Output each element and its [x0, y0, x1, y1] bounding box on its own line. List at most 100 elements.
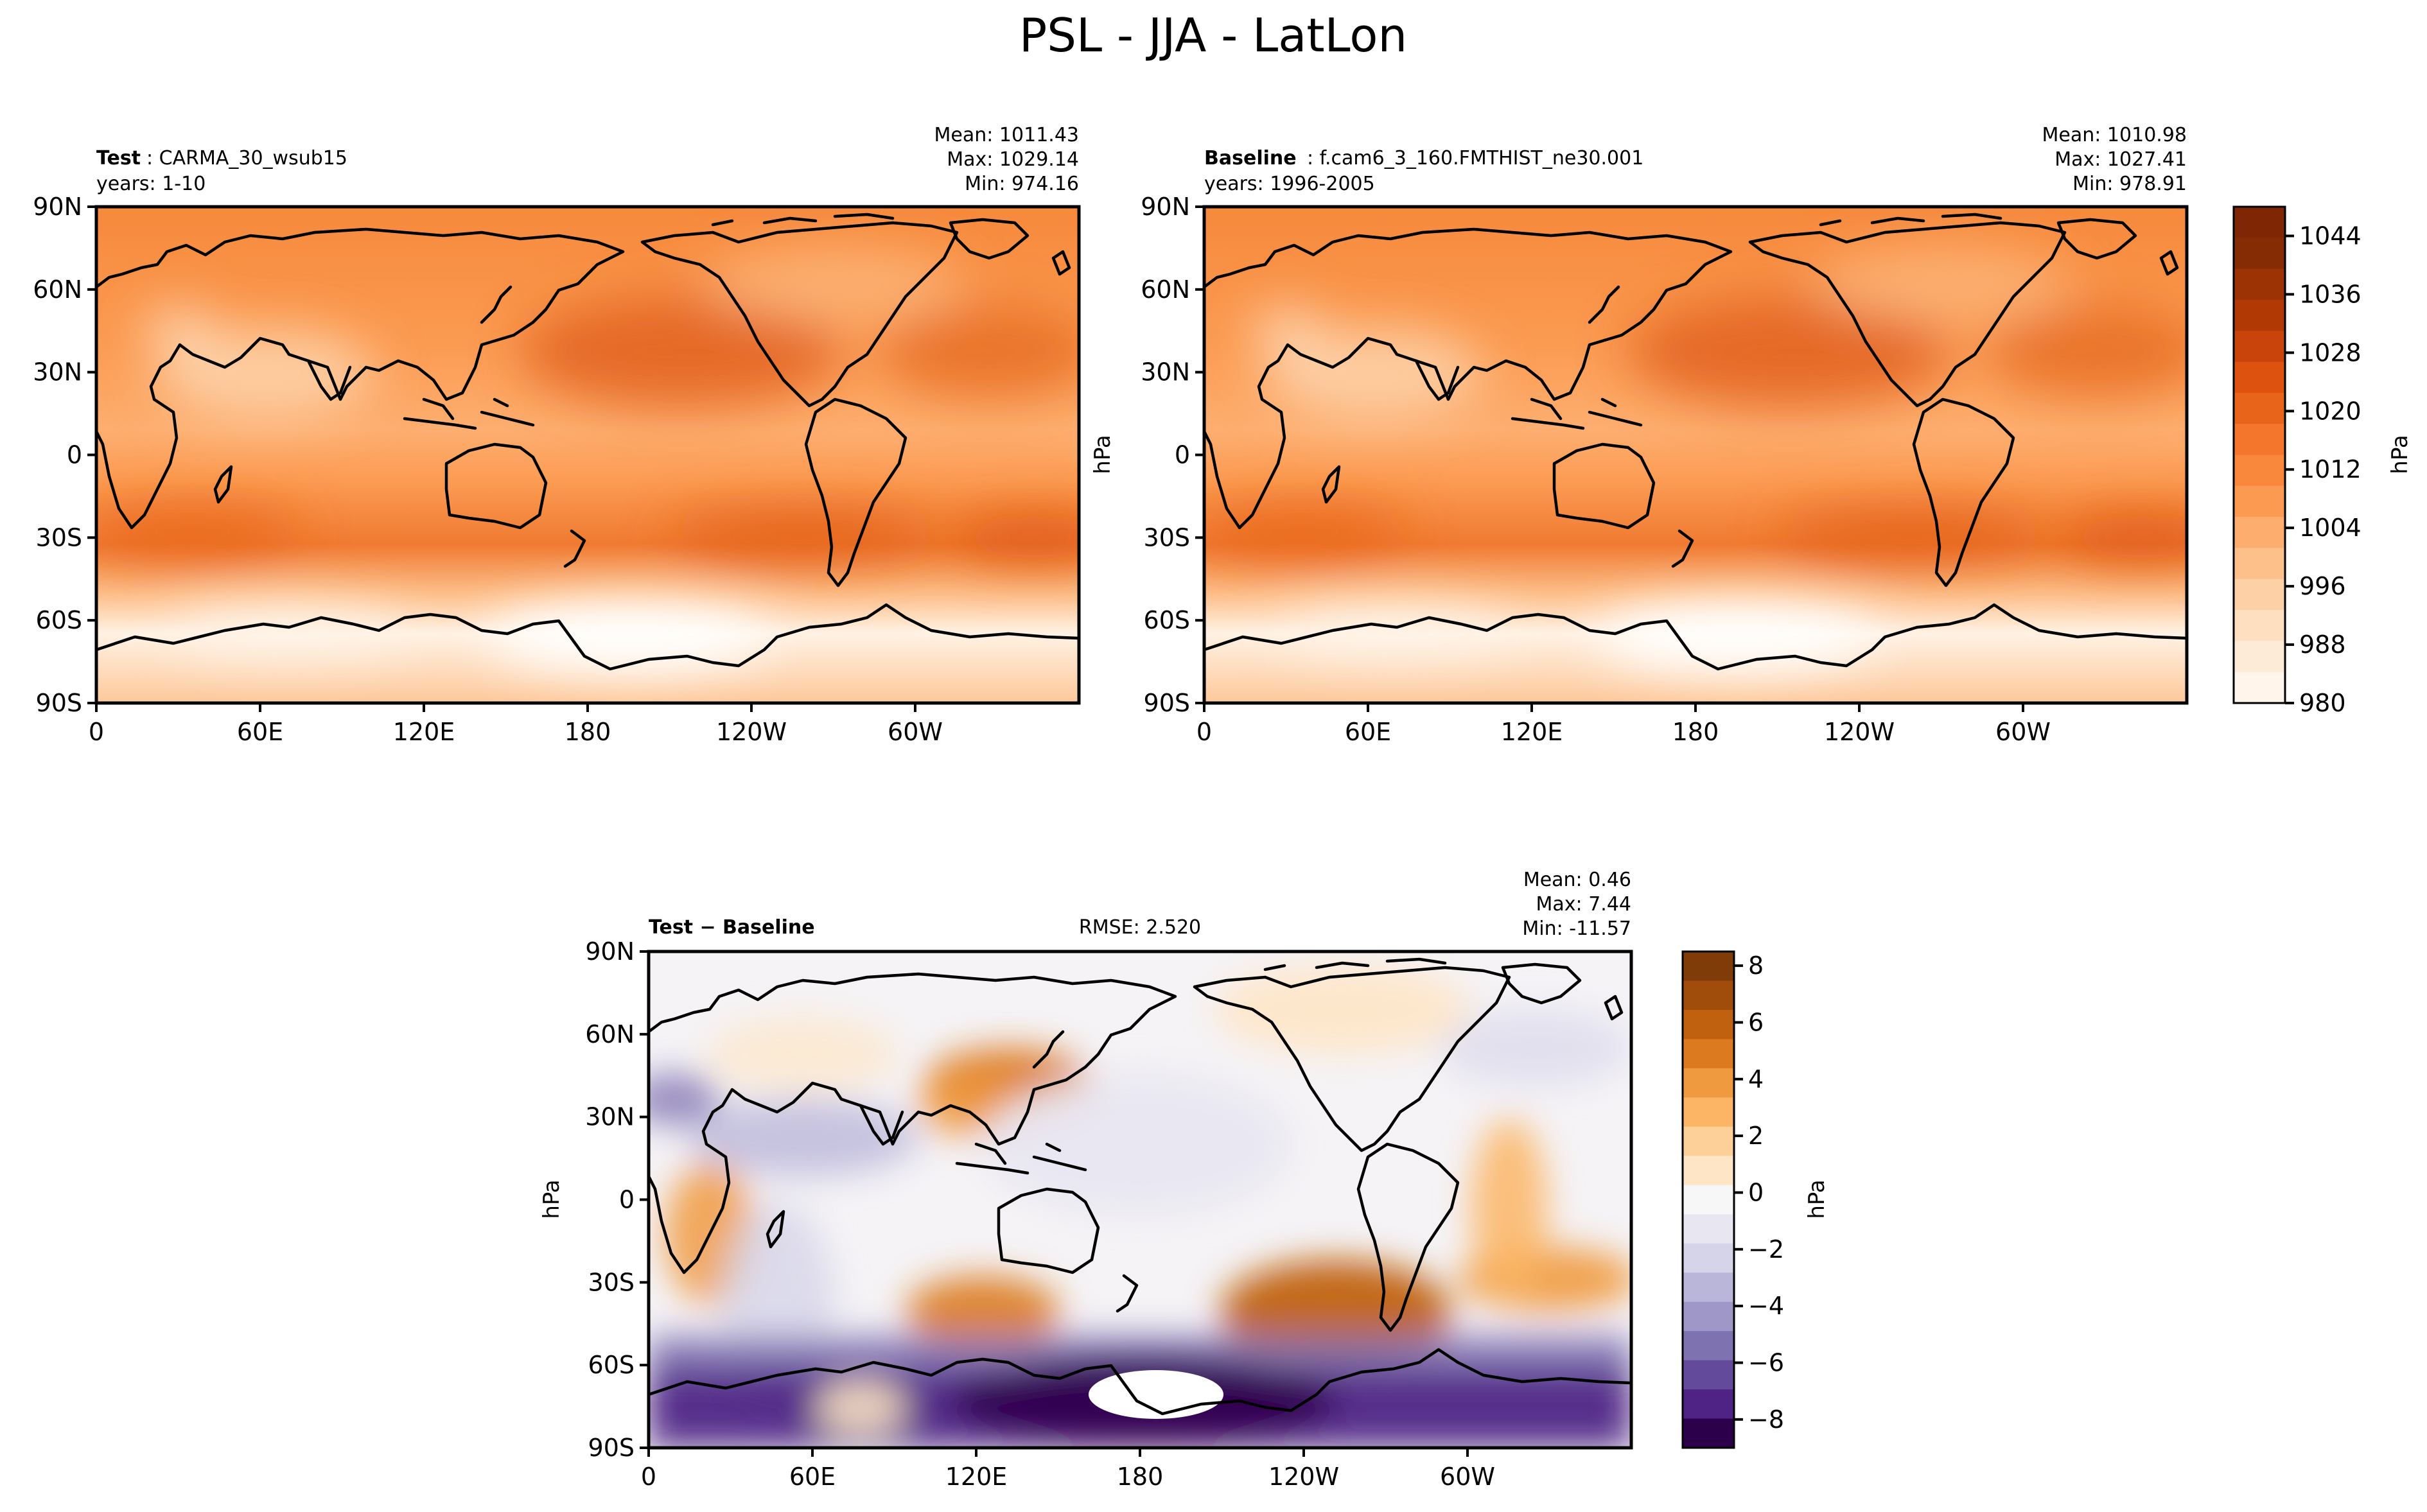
test-stat-min: Min: 974.16 [965, 173, 1079, 195]
baseline-stat-mean: Mean: 1010.98 [2042, 124, 2187, 146]
x-tick-label: 60E [789, 1463, 836, 1491]
baseline-label-bold: Baseline [1204, 147, 1297, 169]
x-tick-label: 120E [393, 718, 455, 746]
colorbar-segment [1683, 1214, 1734, 1244]
y-tick-label: 60S [36, 606, 82, 634]
test-ticks: 0 60E 120E 180 120W 60W 90N 60N 30N 0 30S 60S 90S [33, 193, 943, 746]
colorbar-tick-label: 4 [1748, 1065, 1764, 1093]
colorbar-tick-label: 996 [2299, 572, 2346, 600]
colorbar-segment [2234, 238, 2285, 270]
colorbar-tick-label: 1028 [2299, 338, 2361, 367]
x-tick-label: 60E [1345, 718, 1391, 746]
colorbar-segment [1683, 1039, 1734, 1069]
colorbar-main-frame [2232, 205, 2286, 704]
x-tick-label: 0 [1196, 718, 1212, 746]
colorbar-tick-label: −6 [1748, 1348, 1784, 1377]
colorbar-tick-label: 1004 [2299, 514, 2361, 542]
colorbar-segment [1683, 1097, 1734, 1127]
baseline-label-text: : f.cam6_3_160.FMTHIST_ne30.001 [1307, 147, 1643, 169]
colorbar-segment [1683, 1068, 1734, 1098]
colorbar-diff-frame [1681, 950, 1735, 1449]
colorbar-tick-label: 1020 [2299, 397, 2361, 425]
y-tick-label: 60S [588, 1351, 635, 1379]
colorbar-segment [1683, 1273, 1734, 1303]
x-tick-label: 0 [89, 718, 104, 746]
colorbar-diff-label: hPa [1804, 1179, 1830, 1219]
baseline-stat-max: Max: 1027.41 [2055, 148, 2187, 171]
x-tick-label: 60E [237, 718, 283, 746]
difference-ylabel: hPa [539, 1179, 565, 1219]
y-tick-label: 90N [33, 193, 82, 221]
x-tick-label: 120E [945, 1463, 1008, 1491]
colorbar-tick-label: −8 [1748, 1405, 1784, 1434]
y-tick-label: 60N [1141, 275, 1190, 304]
test-stat-max: Max: 1029.14 [947, 148, 1079, 171]
y-tick-label: 60N [585, 1020, 635, 1048]
y-tick-label: 30S [36, 523, 82, 552]
x-tick-label: 180 [565, 718, 611, 746]
difference-ticks: 0 60E 120E 180 120W 60W 90N 60N 30N 0 30S 60S 90S [585, 937, 1495, 1491]
x-tick-label: 120W [1268, 1463, 1339, 1491]
y-tick-label: 60N [33, 275, 82, 304]
colorbar-tick-label: 1044 [2299, 222, 2361, 250]
difference-stat-max: Max: 7.44 [1536, 893, 1631, 916]
colorbar-tick-label: 988 [2299, 630, 2346, 659]
colorbar-diff: 8 6 4 2 0 −2 −4 −6 −8 hPa [1681, 950, 1830, 1449]
colorbar-tick-label: −4 [1748, 1292, 1784, 1320]
colorbar-segment [2234, 299, 2285, 331]
colorbar-tick-label: −2 [1748, 1235, 1784, 1264]
test-label-text: : CARMA_30_wsub15 [146, 147, 347, 169]
colorbar-tick-label: 8 [1748, 952, 1764, 980]
x-tick-label: 120E [1501, 718, 1563, 746]
y-tick-label: 90S [1144, 689, 1190, 717]
colorbar-segment [1683, 1331, 1734, 1361]
colorbar-segment [1683, 952, 1734, 982]
colorbar-segment [2234, 672, 2285, 704]
difference-stat-min: Min: -11.57 [1522, 917, 1631, 940]
colorbar-tick-label: 980 [2299, 689, 2346, 717]
colorbar-diff-ticks: 8 6 4 2 0 −2 −4 −6 −8 [1734, 952, 1784, 1434]
difference-stat-mean: Mean: 0.46 [1523, 869, 1631, 891]
x-tick-label: 60W [1440, 1463, 1495, 1491]
colorbar-tick-label: 6 [1748, 1008, 1764, 1036]
panel-test: Test : CARMA_30_wsub15 years: 1-10 Mean:… [33, 124, 1081, 746]
colorbar-main-ticks: 980 988 996 1004 1012 1020 1028 1036 1044 [2285, 222, 2361, 717]
x-tick-label: 120W [1824, 718, 1895, 746]
test-years: years: 1-10 [96, 173, 206, 195]
colorbar-segment [1683, 1418, 1734, 1448]
colorbar-segment [1683, 1360, 1734, 1390]
colorbar-main: 980 988 996 1004 1012 1020 1028 1036 1044 hPa [2232, 205, 2413, 717]
colorbar-segment [1683, 1243, 1734, 1273]
colorbar-segment [1683, 1185, 1734, 1215]
x-tick-label: 120W [716, 718, 787, 746]
colorbar-diff-segments [1683, 952, 1734, 1448]
baseline-stat-min: Min: 978.91 [2072, 173, 2187, 195]
baseline-ylabel: hPa [1090, 435, 1116, 474]
colorbar-segment [1683, 1301, 1734, 1332]
y-tick-label: 30S [1144, 523, 1190, 552]
colorbar-segment [1683, 1009, 1734, 1040]
colorbar-tick-label: 1012 [2299, 455, 2361, 483]
y-tick-label: 0 [619, 1186, 635, 1214]
y-tick-label: 30N [585, 1103, 635, 1131]
colorbar-segment [2234, 578, 2285, 611]
y-tick-label: 90S [588, 1434, 635, 1462]
colorbar-segment [2234, 455, 2285, 487]
x-tick-label: 60W [1995, 718, 2051, 746]
y-tick-label: 30S [588, 1268, 635, 1296]
y-tick-label: 60S [1144, 606, 1190, 634]
colorbar-tick-label: 0 [1748, 1178, 1764, 1206]
colorbar-segment [2234, 361, 2285, 394]
panel-difference: Test − Baseline RMSE: 2.520 Mean: 0.46 M… [539, 869, 1633, 1491]
x-tick-label: 60W [888, 718, 943, 746]
y-tick-label: 90N [585, 937, 635, 966]
panel-baseline: Baseline : f.cam6_3_160.FMTHIST_ne30.001… [1090, 124, 2189, 746]
colorbar-segment [2234, 485, 2285, 517]
x-tick-label: 0 [641, 1463, 656, 1491]
difference-rmse: RMSE: 2.520 [1079, 916, 1201, 939]
y-tick-label: 0 [1175, 441, 1190, 469]
y-tick-label: 90N [1141, 193, 1190, 221]
colorbar-segment [2234, 207, 2285, 238]
y-tick-label: 0 [67, 441, 82, 469]
